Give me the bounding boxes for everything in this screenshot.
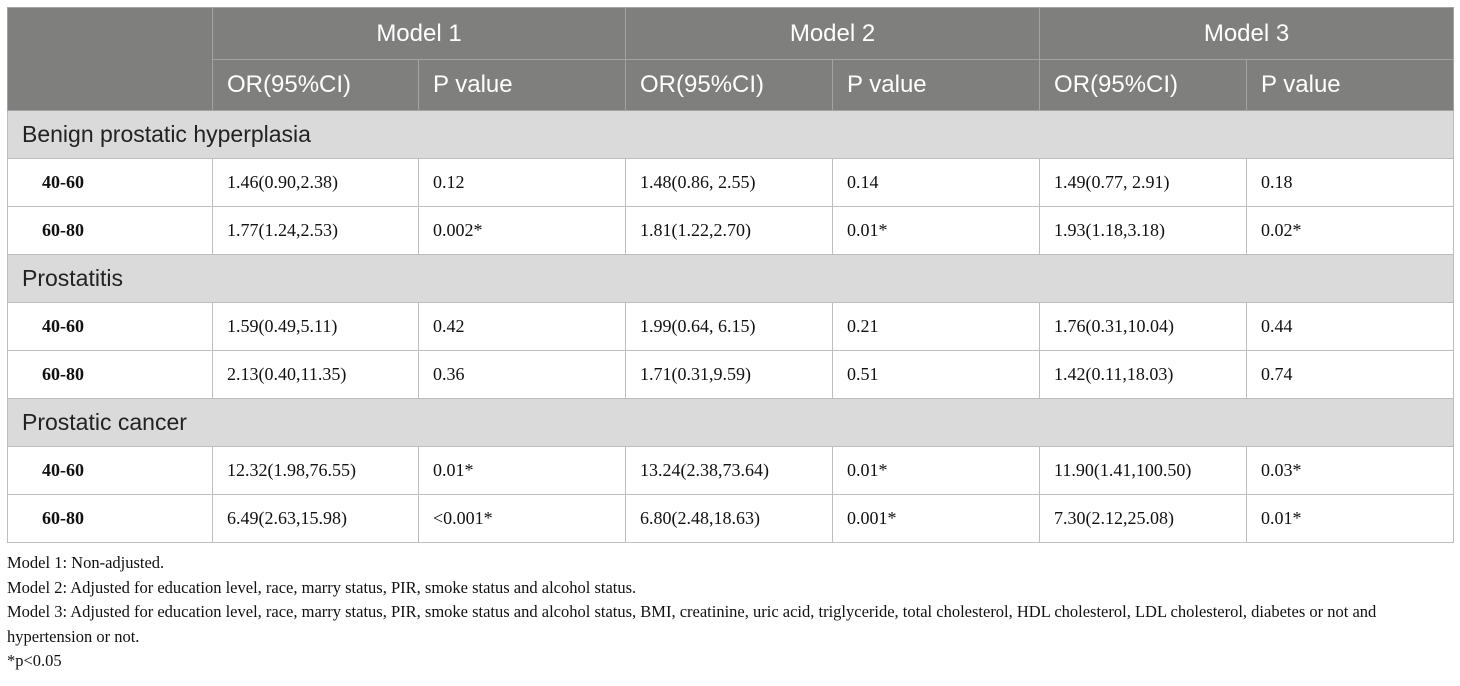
footnote-model-2: Model 2: Adjusted for education level, r… (7, 577, 637, 597)
table-row: 60-80 1.77(1.24,2.53) 0.002* 1.81(1.22,2… (7, 206, 1455, 255)
header-corner (7, 7, 213, 111)
p-cell-model-3: 0.18 (1246, 158, 1455, 207)
p-cell-model-1: 0.002* (417, 206, 627, 255)
header-model-1: Model 1 (211, 7, 627, 60)
p-cell-model-3: 0.03* (1246, 446, 1455, 495)
or-cell-model-2: 13.24(2.38,73.64) (625, 446, 834, 495)
or-cell-model-1: 6.49(2.63,15.98) (212, 494, 419, 543)
p-cell-model-1: 0.12 (417, 158, 627, 207)
table-row: 40-60 1.59(0.49,5.11) 0.42 1.99(0.64, 6.… (7, 302, 1455, 351)
or-cell-model-1: 12.32(1.98,76.55) (212, 446, 419, 495)
or-cell-model-3: 11.90(1.41,100.50) (1039, 446, 1248, 495)
or-cell-model-3: 1.93(1.18,3.18) (1039, 206, 1248, 255)
age-group-cell: 60-80 (7, 206, 213, 255)
or-cell-model-1: 2.13(0.40,11.35) (212, 350, 419, 399)
results-table-container: Model 1 Model 2 Model 3 OR(95%CI) P valu… (6, 7, 1455, 674)
group-row-prostatitis: Prostatitis (6, 254, 1455, 303)
header-p-model-1: P value (417, 59, 627, 111)
group-label: Prostatic cancer (6, 398, 1455, 447)
p-cell-model-2: 0.14 (832, 158, 1041, 207)
age-group-cell: 60-80 (7, 350, 213, 399)
header-or-model-3: OR(95%CI) (1039, 59, 1248, 111)
or-cell-model-3: 7.30(2.12,25.08) (1039, 494, 1248, 543)
or-cell-model-3: 1.42(0.11,18.03) (1039, 350, 1248, 399)
or-cell-model-2: 1.48(0.86, 2.55) (625, 158, 834, 207)
p-cell-model-3: 0.74 (1246, 350, 1455, 399)
p-cell-model-3: 0.01* (1246, 494, 1455, 543)
or-cell-model-2: 1.71(0.31,9.59) (625, 350, 834, 399)
group-row-prostatic-cancer: Prostatic cancer (6, 398, 1455, 447)
header-p-model-2: P value (832, 59, 1041, 111)
group-label: Benign prostatic hyperplasia (6, 110, 1455, 159)
header-row-measures: OR(95%CI) P value OR(95%CI) P value OR(9… (8, 59, 1455, 111)
p-cell-model-2: 0.21 (832, 302, 1041, 351)
group-row-benign-prostatic-hyperplasia: Benign prostatic hyperplasia (6, 110, 1455, 159)
footnote-model-3: Model 3: Adjusted for education level, r… (7, 602, 1377, 646)
or-cell-model-1: 1.46(0.90,2.38) (212, 158, 419, 207)
or-cell-model-2: 1.81(1.22,2.70) (625, 206, 834, 255)
p-cell-model-3: 0.44 (1246, 302, 1455, 351)
p-cell-model-3: 0.02* (1246, 206, 1455, 255)
table-row: 40-60 1.46(0.90,2.38) 0.12 1.48(0.86, 2.… (7, 158, 1455, 207)
header-model-3: Model 3 (1039, 7, 1455, 60)
p-cell-model-2: 0.001* (832, 494, 1041, 543)
or-cell-model-1: 1.77(1.24,2.53) (212, 206, 419, 255)
footnote-significance: *p<0.05 (7, 651, 62, 670)
p-cell-model-1: <0.001* (417, 494, 627, 543)
header-row-models: Model 1 Model 2 Model 3 (7, 7, 1455, 111)
p-cell-model-1: 0.01* (417, 446, 627, 495)
table-row: 60-80 2.13(0.40,11.35) 0.36 1.71(0.31,9.… (7, 350, 1455, 399)
or-cell-model-3: 1.76(0.31,10.04) (1039, 302, 1248, 351)
header-model-2: Model 2 (625, 7, 1041, 60)
p-cell-model-1: 0.36 (417, 350, 627, 399)
or-cell-model-2: 1.99(0.64, 6.15) (625, 302, 834, 351)
header-or-model-1: OR(95%CI) (212, 59, 419, 111)
header-p-model-3: P value (1246, 59, 1455, 111)
age-group-cell: 40-60 (7, 302, 213, 351)
or-cell-model-3: 1.49(0.77, 2.91) (1039, 158, 1248, 207)
p-cell-model-2: 0.01* (832, 206, 1041, 255)
footnote-model-1: Model 1: Non-adjusted. (7, 553, 165, 572)
table-footnotes: Model 1: Non-adjusted. Model 2: Adjusted… (7, 551, 1453, 674)
p-cell-model-2: 0.51 (832, 350, 1041, 399)
table-row: 40-60 12.32(1.98,76.55) 0.01* 13.24(2.38… (7, 446, 1455, 495)
p-cell-model-1: 0.42 (417, 302, 627, 351)
or-cell-model-1: 1.59(0.49,5.11) (212, 302, 419, 351)
p-cell-model-2: 0.01* (832, 446, 1041, 495)
odds-ratio-table: Model 1 Model 2 Model 3 OR(95%CI) P valu… (6, 7, 1455, 543)
or-cell-model-2: 6.80(2.48,18.63) (625, 494, 834, 543)
header-or-model-2: OR(95%CI) (625, 59, 834, 111)
age-group-cell: 60-80 (7, 494, 213, 543)
table-row: 60-80 6.49(2.63,15.98) <0.001* 6.80(2.48… (7, 494, 1455, 543)
age-group-cell: 40-60 (7, 446, 213, 495)
group-label: Prostatitis (6, 254, 1455, 303)
age-group-cell: 40-60 (7, 158, 213, 207)
